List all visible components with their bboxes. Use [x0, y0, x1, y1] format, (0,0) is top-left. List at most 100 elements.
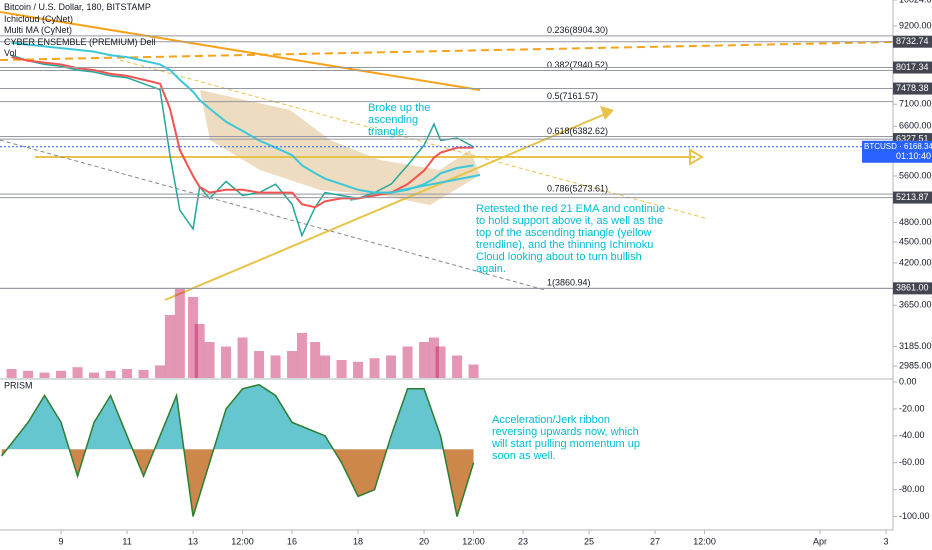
y-tick-label: 0.00: [899, 376, 917, 386]
price-label-box: [893, 61, 932, 74]
volume-bar: [320, 355, 331, 378]
x-tick-label: 20: [419, 536, 429, 546]
volume-bar: [386, 355, 397, 378]
y-tick-label: 10024.65: [899, 0, 932, 4]
indicator: CYBER ENSEMBLE (PREMIUM) Dell: [4, 36, 156, 47]
volume-bar: [237, 337, 248, 378]
x-tick-label: 27: [650, 536, 660, 546]
x-tick-label: 23: [518, 536, 528, 546]
volume-bar: [452, 355, 463, 378]
price-line: [11, 41, 474, 194]
pane-title: PRISM: [4, 380, 33, 390]
fib-label: 0.618(6382.62): [547, 126, 608, 136]
volume-bar: [310, 342, 321, 378]
volume-bar: [89, 372, 100, 378]
ribbon-line: [1, 383, 475, 517]
fib-label: 0.5(7161.57): [547, 91, 598, 101]
legend: Bitcoin / U.S. Dollar, 180, BITSTAMP Ich…: [4, 2, 156, 60]
x-tick-label: 12:00: [462, 536, 485, 546]
price-label: 8017.34: [896, 62, 929, 72]
volume-bar: [56, 370, 67, 378]
arrow-head: [689, 148, 704, 166]
y-tick-label: 3185.00: [899, 341, 932, 351]
volume-bar: [155, 365, 166, 378]
y-tick-label: 4500.00: [899, 236, 932, 246]
volume-bar: [336, 360, 347, 378]
price-label: 5213.87: [896, 192, 929, 202]
y-tick-label: -20.00: [899, 403, 925, 413]
volume-bar: [122, 369, 133, 378]
symbol-title: Bitcoin / U.S. Dollar, 180, BITSTAMP: [4, 2, 151, 12]
y-tick-label: 7100.00: [899, 99, 932, 109]
y-tick-label: 3650.00: [899, 300, 932, 310]
volume-bar: [194, 324, 205, 378]
fib-label: 0.236(8904.30): [547, 25, 608, 35]
volume-bar: [138, 369, 149, 378]
volume-bar: [105, 370, 116, 378]
y-tick-label: 2985.00: [899, 361, 932, 371]
volume-bar: [6, 369, 17, 378]
annotation: Broke up the ascending triangle.: [368, 102, 431, 138]
x-tick-label: 3: [884, 536, 889, 546]
price-label: 7478.38: [896, 83, 929, 93]
volume-bar: [270, 355, 281, 378]
indicator: Multi MA (CyNet): [4, 25, 73, 35]
volume-bar: [174, 288, 185, 378]
current-price-box: [862, 140, 932, 163]
ribbon-above: [1, 384, 474, 450]
price-label: 6327.51: [896, 133, 929, 143]
indicator: Vol: [4, 48, 17, 58]
arrow-head: [600, 106, 614, 120]
price-line: [11, 54, 474, 238]
annotation: Acceleration/Jerk ribbon reversing upwar…: [492, 414, 640, 462]
current-price-label: BTCUSD · 6168.34: [864, 142, 932, 151]
price-label: 8732.74: [896, 36, 929, 46]
volume-bar: [402, 346, 413, 378]
price-label-box: [893, 35, 932, 48]
x-tick-label: 25: [584, 536, 594, 546]
volume-bar: [468, 364, 479, 378]
volume-bar: [296, 333, 307, 378]
x-tick-label: 13: [188, 536, 198, 546]
fib-label: 1(3860.94): [547, 278, 591, 288]
annotation: Retested the red 21 EMA and continue to …: [476, 203, 665, 275]
y-tick-label: 6600.00: [899, 121, 932, 131]
x-tick-label: 18: [353, 536, 363, 546]
volume-bar: [204, 342, 215, 378]
x-tick-label: 9: [59, 536, 64, 546]
y-tick-label: 4200.00: [899, 257, 932, 267]
volume-bar: [39, 372, 50, 378]
y-tick-label: 5600.00: [899, 170, 932, 180]
volume-bar: [435, 346, 446, 378]
volume-bar: [221, 346, 232, 378]
y-tick-label: -40.00: [899, 430, 925, 440]
fib-label: 0.786(5273.61): [547, 184, 608, 194]
x-tick-label: 12:00: [693, 536, 716, 546]
indicator: Ichicloud (CyNet): [4, 13, 74, 24]
y-tick-label: -60.00: [899, 457, 925, 467]
volume-bar: [419, 342, 430, 378]
price-label: 3861.00: [896, 283, 929, 293]
price-label-box: [893, 191, 932, 204]
volume-bar: [188, 297, 199, 378]
volume-bar: [428, 337, 439, 378]
y-tick-label: -80.00: [899, 484, 925, 494]
volume-bar: [287, 351, 298, 378]
volume-bar: [72, 367, 83, 378]
x-tick-label: 12:00: [231, 536, 254, 546]
volume-bar: [254, 351, 265, 378]
x-tick-label: 16: [287, 536, 297, 546]
y-tick-label: -100.00: [899, 511, 930, 521]
fib-label: 0.382(7940.52): [547, 60, 608, 70]
x-tick-label: 11: [122, 536, 131, 546]
countdown: 01:10:40: [896, 151, 931, 161]
trendline: [0, 139, 546, 291]
ichimoku-cloud: [200, 90, 480, 205]
y-tick-label: 4800.00: [899, 217, 932, 227]
price-label-box: [893, 282, 932, 295]
y-tick-label: 9200.00: [899, 20, 932, 30]
volume-bar: [353, 361, 364, 378]
price-label-box: [893, 82, 932, 95]
